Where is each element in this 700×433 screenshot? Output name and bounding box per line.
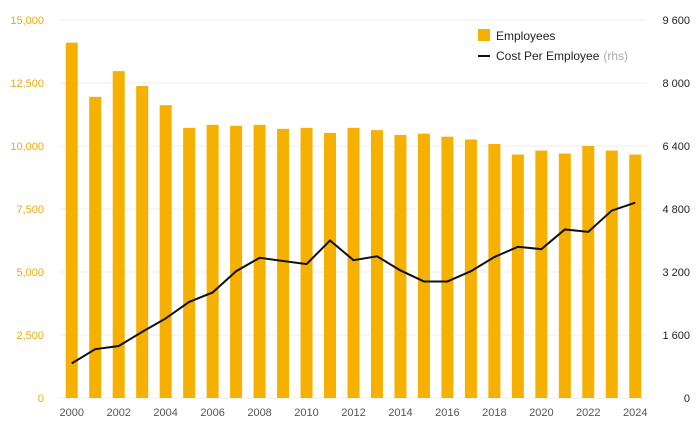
legend-employees-label: Employees xyxy=(496,29,555,43)
right-tick-label: 0 xyxy=(684,393,690,405)
bar-employees xyxy=(89,96,102,399)
bar-employees xyxy=(535,150,548,398)
bar-employees xyxy=(206,124,219,398)
left-tick-label: 15,000 xyxy=(10,15,44,27)
legend-cost-label: Cost Per Employee xyxy=(496,49,600,63)
bar-employees xyxy=(558,153,571,398)
bar-employees xyxy=(488,143,501,398)
legend: Employees Cost Per Employee (rhs) xyxy=(478,29,628,63)
bar-employees xyxy=(464,139,477,398)
x-tick-label: 2016 xyxy=(435,407,459,419)
x-tick-label: 2002 xyxy=(106,407,130,419)
bar-employees xyxy=(511,154,524,398)
right-tick-label: 6 400 xyxy=(662,141,690,153)
cost-per-employee-line xyxy=(71,201,636,365)
legend-cost-suffix: (rhs) xyxy=(603,49,628,63)
right-tick-label: 9 600 xyxy=(662,15,690,27)
x-tick-label: 2010 xyxy=(294,407,318,419)
bar-employees xyxy=(347,127,360,398)
bar-employees xyxy=(183,127,196,398)
bar-employees xyxy=(370,130,383,398)
bar-employees xyxy=(253,124,266,398)
x-axis-ticks: 2000 2002 2004 2006 2008 2010 2012 2014 2016 2018… xyxy=(59,407,647,419)
right-tick-label: 3 200 xyxy=(662,267,690,279)
bar-employees xyxy=(394,134,407,399)
bar-employees xyxy=(136,86,149,399)
x-tick-label: 2014 xyxy=(388,407,412,419)
svg-text:Cost Per Employee(rhs): Cost Per Employee (rhs) xyxy=(496,49,628,63)
x-tick-label: 2018 xyxy=(482,407,506,419)
right-tick-label: 1 600 xyxy=(662,330,690,342)
bar-employees xyxy=(629,154,642,398)
bar-employees xyxy=(65,42,78,399)
bar-employees xyxy=(605,150,618,398)
employees-bars xyxy=(65,42,642,399)
x-tick-label: 2012 xyxy=(341,407,365,419)
right-tick-label: 4 800 xyxy=(662,204,690,216)
bar-employees xyxy=(230,125,243,398)
bar-employees xyxy=(582,146,595,398)
bar-employees xyxy=(159,105,172,399)
bar-employees xyxy=(324,132,337,398)
x-tick-label: 2020 xyxy=(529,407,553,419)
x-tick-label: 2004 xyxy=(153,407,177,419)
right-axis-ticks: 0 1 600 3 200 4 800 6 400 8 000 9 600 xyxy=(662,15,690,405)
x-tick-label: 2006 xyxy=(200,407,224,419)
legend-employees-swatch xyxy=(478,29,490,41)
left-tick-label: 7,500 xyxy=(16,204,44,216)
left-tick-label: 12,500 xyxy=(10,78,44,90)
left-tick-label: 5,000 xyxy=(16,267,44,279)
left-tick-label: 2,500 xyxy=(16,330,44,342)
bar-employees xyxy=(277,128,290,398)
x-tick-label: 2008 xyxy=(247,407,271,419)
x-tick-label: 2022 xyxy=(576,407,600,419)
left-tick-label: 10,000 xyxy=(10,141,44,153)
bar-employees xyxy=(441,136,454,398)
left-tick-label: 0 xyxy=(38,393,44,405)
right-tick-label: 8 000 xyxy=(662,78,690,90)
x-tick-label: 2000 xyxy=(59,407,83,419)
x-tick-label: 2024 xyxy=(623,407,647,419)
bar-employees xyxy=(112,71,125,398)
bar-employees xyxy=(417,133,430,399)
left-axis-ticks: 0 2,500 5,000 7,500 10,000 12,500 15,000 xyxy=(10,15,44,405)
